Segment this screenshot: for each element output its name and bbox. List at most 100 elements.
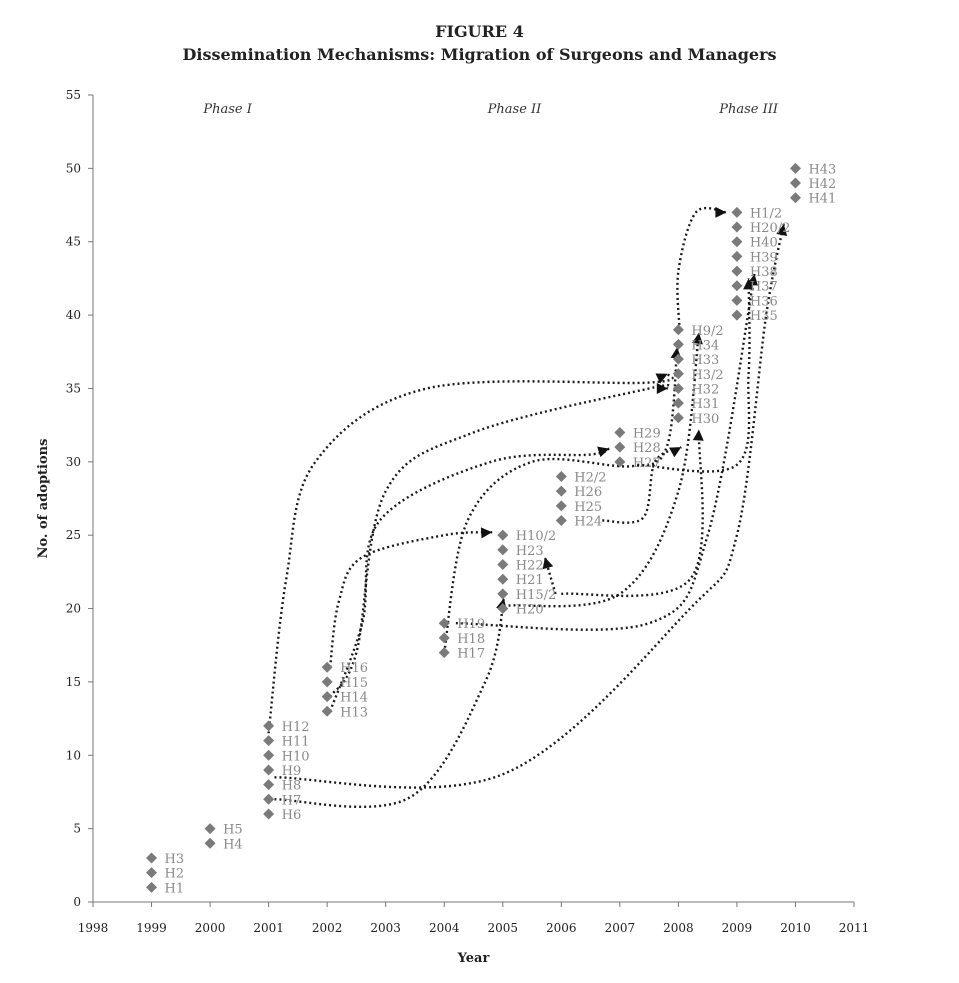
arrowhead xyxy=(597,446,610,458)
x-tick-label: 2006 xyxy=(546,921,577,935)
arrowhead xyxy=(692,429,704,441)
y-tick-label: 50 xyxy=(66,161,81,175)
data-point xyxy=(204,823,216,835)
point-label: H21 xyxy=(516,573,544,588)
point-label: H15/2 xyxy=(516,588,557,603)
migration-path xyxy=(676,206,727,330)
migration-path xyxy=(267,372,674,734)
data-point xyxy=(731,236,743,248)
data-point xyxy=(497,573,509,585)
data-point xyxy=(263,749,275,761)
migration-path xyxy=(274,598,506,809)
data-point xyxy=(438,617,450,629)
data-point xyxy=(555,470,567,482)
phase-label: Phase I xyxy=(202,102,252,117)
point-label: H19 xyxy=(457,617,485,632)
migration-path xyxy=(328,447,610,712)
point-label: H38 xyxy=(750,265,778,280)
point-label: H8 xyxy=(282,779,302,794)
point-label: H32 xyxy=(691,382,719,397)
y-tick-label: 25 xyxy=(66,528,81,542)
data-point xyxy=(438,632,450,644)
y-tick-label: 30 xyxy=(66,455,81,469)
point-label: H34 xyxy=(691,338,719,353)
point-label: H15 xyxy=(340,676,368,691)
data-point xyxy=(789,192,801,204)
phase-label: Phase III xyxy=(718,102,779,117)
point-label: H17 xyxy=(457,647,485,662)
data-point xyxy=(555,485,567,497)
point-label: H29 xyxy=(633,426,661,441)
point-label: H12 xyxy=(282,720,310,735)
x-tick-label: 2004 xyxy=(429,921,460,935)
x-tick-label: 2010 xyxy=(780,921,811,935)
data-point xyxy=(731,206,743,218)
point-label: H9 xyxy=(282,764,302,779)
x-tick-label: 2001 xyxy=(253,921,284,935)
arrowhead xyxy=(692,332,703,345)
migration-path xyxy=(443,347,679,653)
y-axis-title: No. of adoptions xyxy=(36,439,51,559)
point-label: H1 xyxy=(165,881,185,896)
x-tick-label: 2005 xyxy=(487,921,518,935)
data-point xyxy=(731,294,743,306)
point-label: H23 xyxy=(516,544,544,559)
data-point xyxy=(672,397,684,409)
x-tick-label: 1999 xyxy=(136,921,167,935)
y-tick-label: 10 xyxy=(66,748,81,762)
data-point xyxy=(263,735,275,747)
migration-path xyxy=(561,429,704,598)
x-tick-label: 2009 xyxy=(722,921,753,935)
point-label: H25 xyxy=(574,500,602,515)
data-point xyxy=(497,588,509,600)
point-label: H36 xyxy=(750,294,778,309)
data-point xyxy=(497,559,509,571)
point-label: H3/2 xyxy=(691,368,723,383)
data-point xyxy=(497,544,509,556)
data-point xyxy=(263,720,275,732)
arrowhead xyxy=(480,527,493,539)
point-label: H40 xyxy=(750,236,778,251)
data-point xyxy=(614,456,626,468)
y-tick-label: 55 xyxy=(66,88,81,102)
arrowhead xyxy=(776,224,788,236)
phase-labels: Phase I Phase II Phase III xyxy=(202,102,778,117)
point-label: H22 xyxy=(516,559,544,574)
point-label: H26 xyxy=(574,485,602,500)
data-point xyxy=(204,837,216,849)
data-point xyxy=(146,867,158,879)
migration-path xyxy=(329,384,671,698)
data-point xyxy=(672,368,684,380)
data-point xyxy=(731,280,743,292)
point-label: H20 xyxy=(516,603,544,618)
figure-title: Dissemination Mechanisms: Migration of S… xyxy=(182,45,777,64)
data-point xyxy=(146,881,158,893)
y-tick-label: 40 xyxy=(66,308,81,322)
arrowhead xyxy=(542,557,554,570)
x-axis-title: Year xyxy=(457,951,490,966)
point-label: H10 xyxy=(282,749,310,764)
data-point xyxy=(263,793,275,805)
point-label: H35 xyxy=(750,309,778,324)
point-label: H6 xyxy=(282,808,302,823)
migration-path xyxy=(602,445,682,524)
migration-path xyxy=(455,273,756,631)
data-point xyxy=(438,647,450,659)
data-point xyxy=(321,691,333,703)
point-label: H9/2 xyxy=(691,324,723,339)
x-tick-label: 2000 xyxy=(195,921,226,935)
data-point xyxy=(497,529,509,541)
data-point xyxy=(789,177,801,189)
point-label: H2/2 xyxy=(574,470,606,485)
arrowhead xyxy=(669,447,682,458)
data-point xyxy=(321,705,333,717)
point-label: H5 xyxy=(223,823,243,838)
x-tick-label: 2007 xyxy=(605,921,636,935)
point-label: H37 xyxy=(750,280,778,295)
data-point xyxy=(672,412,684,424)
point-label: H10/2 xyxy=(516,529,557,544)
data-point xyxy=(614,441,626,453)
